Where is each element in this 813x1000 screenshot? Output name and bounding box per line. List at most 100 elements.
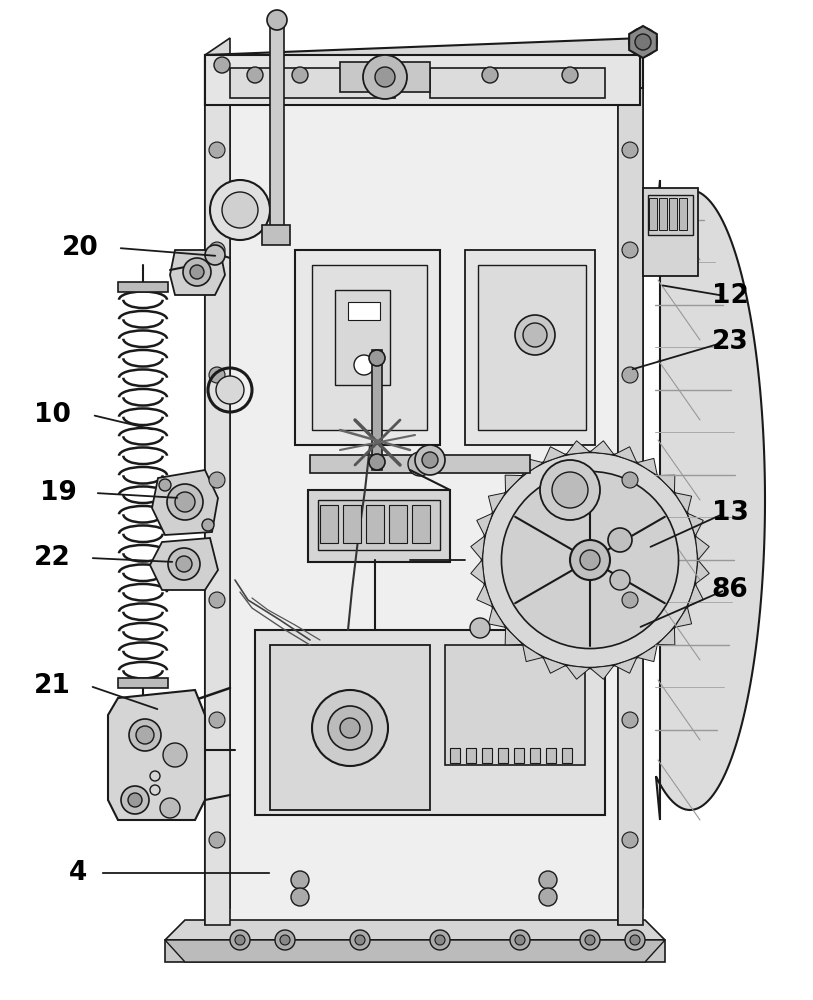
- Circle shape: [210, 180, 270, 240]
- Circle shape: [202, 519, 214, 531]
- Circle shape: [562, 67, 578, 83]
- Circle shape: [129, 719, 161, 751]
- Bar: [312, 265, 427, 430]
- Bar: [366, 505, 384, 543]
- Circle shape: [183, 258, 211, 286]
- Circle shape: [291, 871, 309, 889]
- Polygon shape: [165, 940, 665, 962]
- Circle shape: [625, 930, 645, 950]
- Bar: [482, 748, 492, 763]
- Circle shape: [622, 472, 638, 488]
- Polygon shape: [675, 493, 692, 513]
- Bar: [450, 748, 460, 763]
- Circle shape: [267, 10, 287, 30]
- Circle shape: [622, 242, 638, 258]
- Polygon shape: [590, 441, 614, 455]
- Circle shape: [280, 935, 290, 945]
- Bar: [270, 645, 430, 810]
- Polygon shape: [489, 607, 506, 627]
- Bar: [295, 250, 440, 445]
- Polygon shape: [656, 180, 765, 820]
- Circle shape: [539, 888, 557, 906]
- Circle shape: [209, 472, 225, 488]
- Bar: [649, 198, 657, 230]
- Polygon shape: [658, 627, 675, 645]
- Circle shape: [622, 592, 638, 608]
- Circle shape: [363, 55, 407, 99]
- Text: 20: 20: [62, 235, 98, 261]
- Polygon shape: [637, 644, 658, 662]
- Polygon shape: [170, 250, 225, 295]
- Circle shape: [539, 871, 557, 889]
- Circle shape: [580, 550, 600, 570]
- Circle shape: [247, 67, 263, 83]
- Polygon shape: [675, 607, 692, 627]
- Polygon shape: [108, 690, 205, 820]
- Bar: [648, 195, 693, 235]
- Circle shape: [312, 690, 388, 766]
- Circle shape: [470, 618, 490, 638]
- Polygon shape: [471, 536, 485, 560]
- Bar: [430, 68, 605, 98]
- Bar: [205, 55, 640, 105]
- Circle shape: [121, 786, 149, 814]
- Polygon shape: [590, 665, 614, 679]
- Bar: [320, 505, 338, 543]
- Bar: [514, 748, 524, 763]
- Circle shape: [163, 743, 187, 767]
- Bar: [466, 748, 476, 763]
- Text: 4: 4: [69, 860, 87, 886]
- Circle shape: [622, 142, 638, 158]
- Polygon shape: [505, 475, 523, 493]
- Circle shape: [622, 832, 638, 848]
- Bar: [478, 265, 586, 430]
- Circle shape: [540, 460, 600, 520]
- Bar: [546, 748, 556, 763]
- Text: 86: 86: [711, 577, 749, 603]
- Polygon shape: [476, 513, 493, 536]
- Polygon shape: [505, 627, 523, 645]
- Circle shape: [350, 930, 370, 950]
- Polygon shape: [543, 657, 566, 673]
- Bar: [318, 500, 440, 550]
- Polygon shape: [165, 920, 665, 940]
- Circle shape: [209, 367, 225, 383]
- Bar: [205, 55, 640, 925]
- Polygon shape: [205, 38, 643, 105]
- Circle shape: [482, 452, 698, 668]
- Polygon shape: [152, 470, 218, 535]
- Circle shape: [235, 935, 245, 945]
- Circle shape: [190, 265, 204, 279]
- Bar: [465, 250, 595, 445]
- Circle shape: [175, 492, 195, 512]
- Bar: [230, 68, 395, 98]
- Circle shape: [570, 540, 610, 580]
- Text: 22: 22: [33, 545, 71, 571]
- Bar: [562, 748, 572, 763]
- Bar: [118, 678, 168, 688]
- Polygon shape: [566, 441, 590, 455]
- Circle shape: [209, 242, 225, 258]
- Circle shape: [136, 726, 154, 744]
- Bar: [498, 748, 508, 763]
- Circle shape: [608, 528, 632, 552]
- Circle shape: [216, 376, 244, 404]
- Circle shape: [430, 930, 450, 950]
- Bar: [348, 302, 380, 320]
- Circle shape: [209, 142, 225, 158]
- Circle shape: [369, 350, 385, 366]
- Polygon shape: [523, 458, 543, 476]
- Circle shape: [610, 570, 630, 590]
- Circle shape: [275, 930, 295, 950]
- Bar: [530, 748, 540, 763]
- Polygon shape: [205, 38, 230, 925]
- Circle shape: [167, 484, 203, 520]
- Circle shape: [408, 452, 432, 476]
- Polygon shape: [614, 657, 637, 673]
- Circle shape: [159, 479, 171, 491]
- Circle shape: [328, 706, 372, 750]
- Circle shape: [222, 192, 258, 228]
- Circle shape: [205, 245, 225, 265]
- Circle shape: [510, 930, 530, 950]
- Bar: [372, 350, 382, 470]
